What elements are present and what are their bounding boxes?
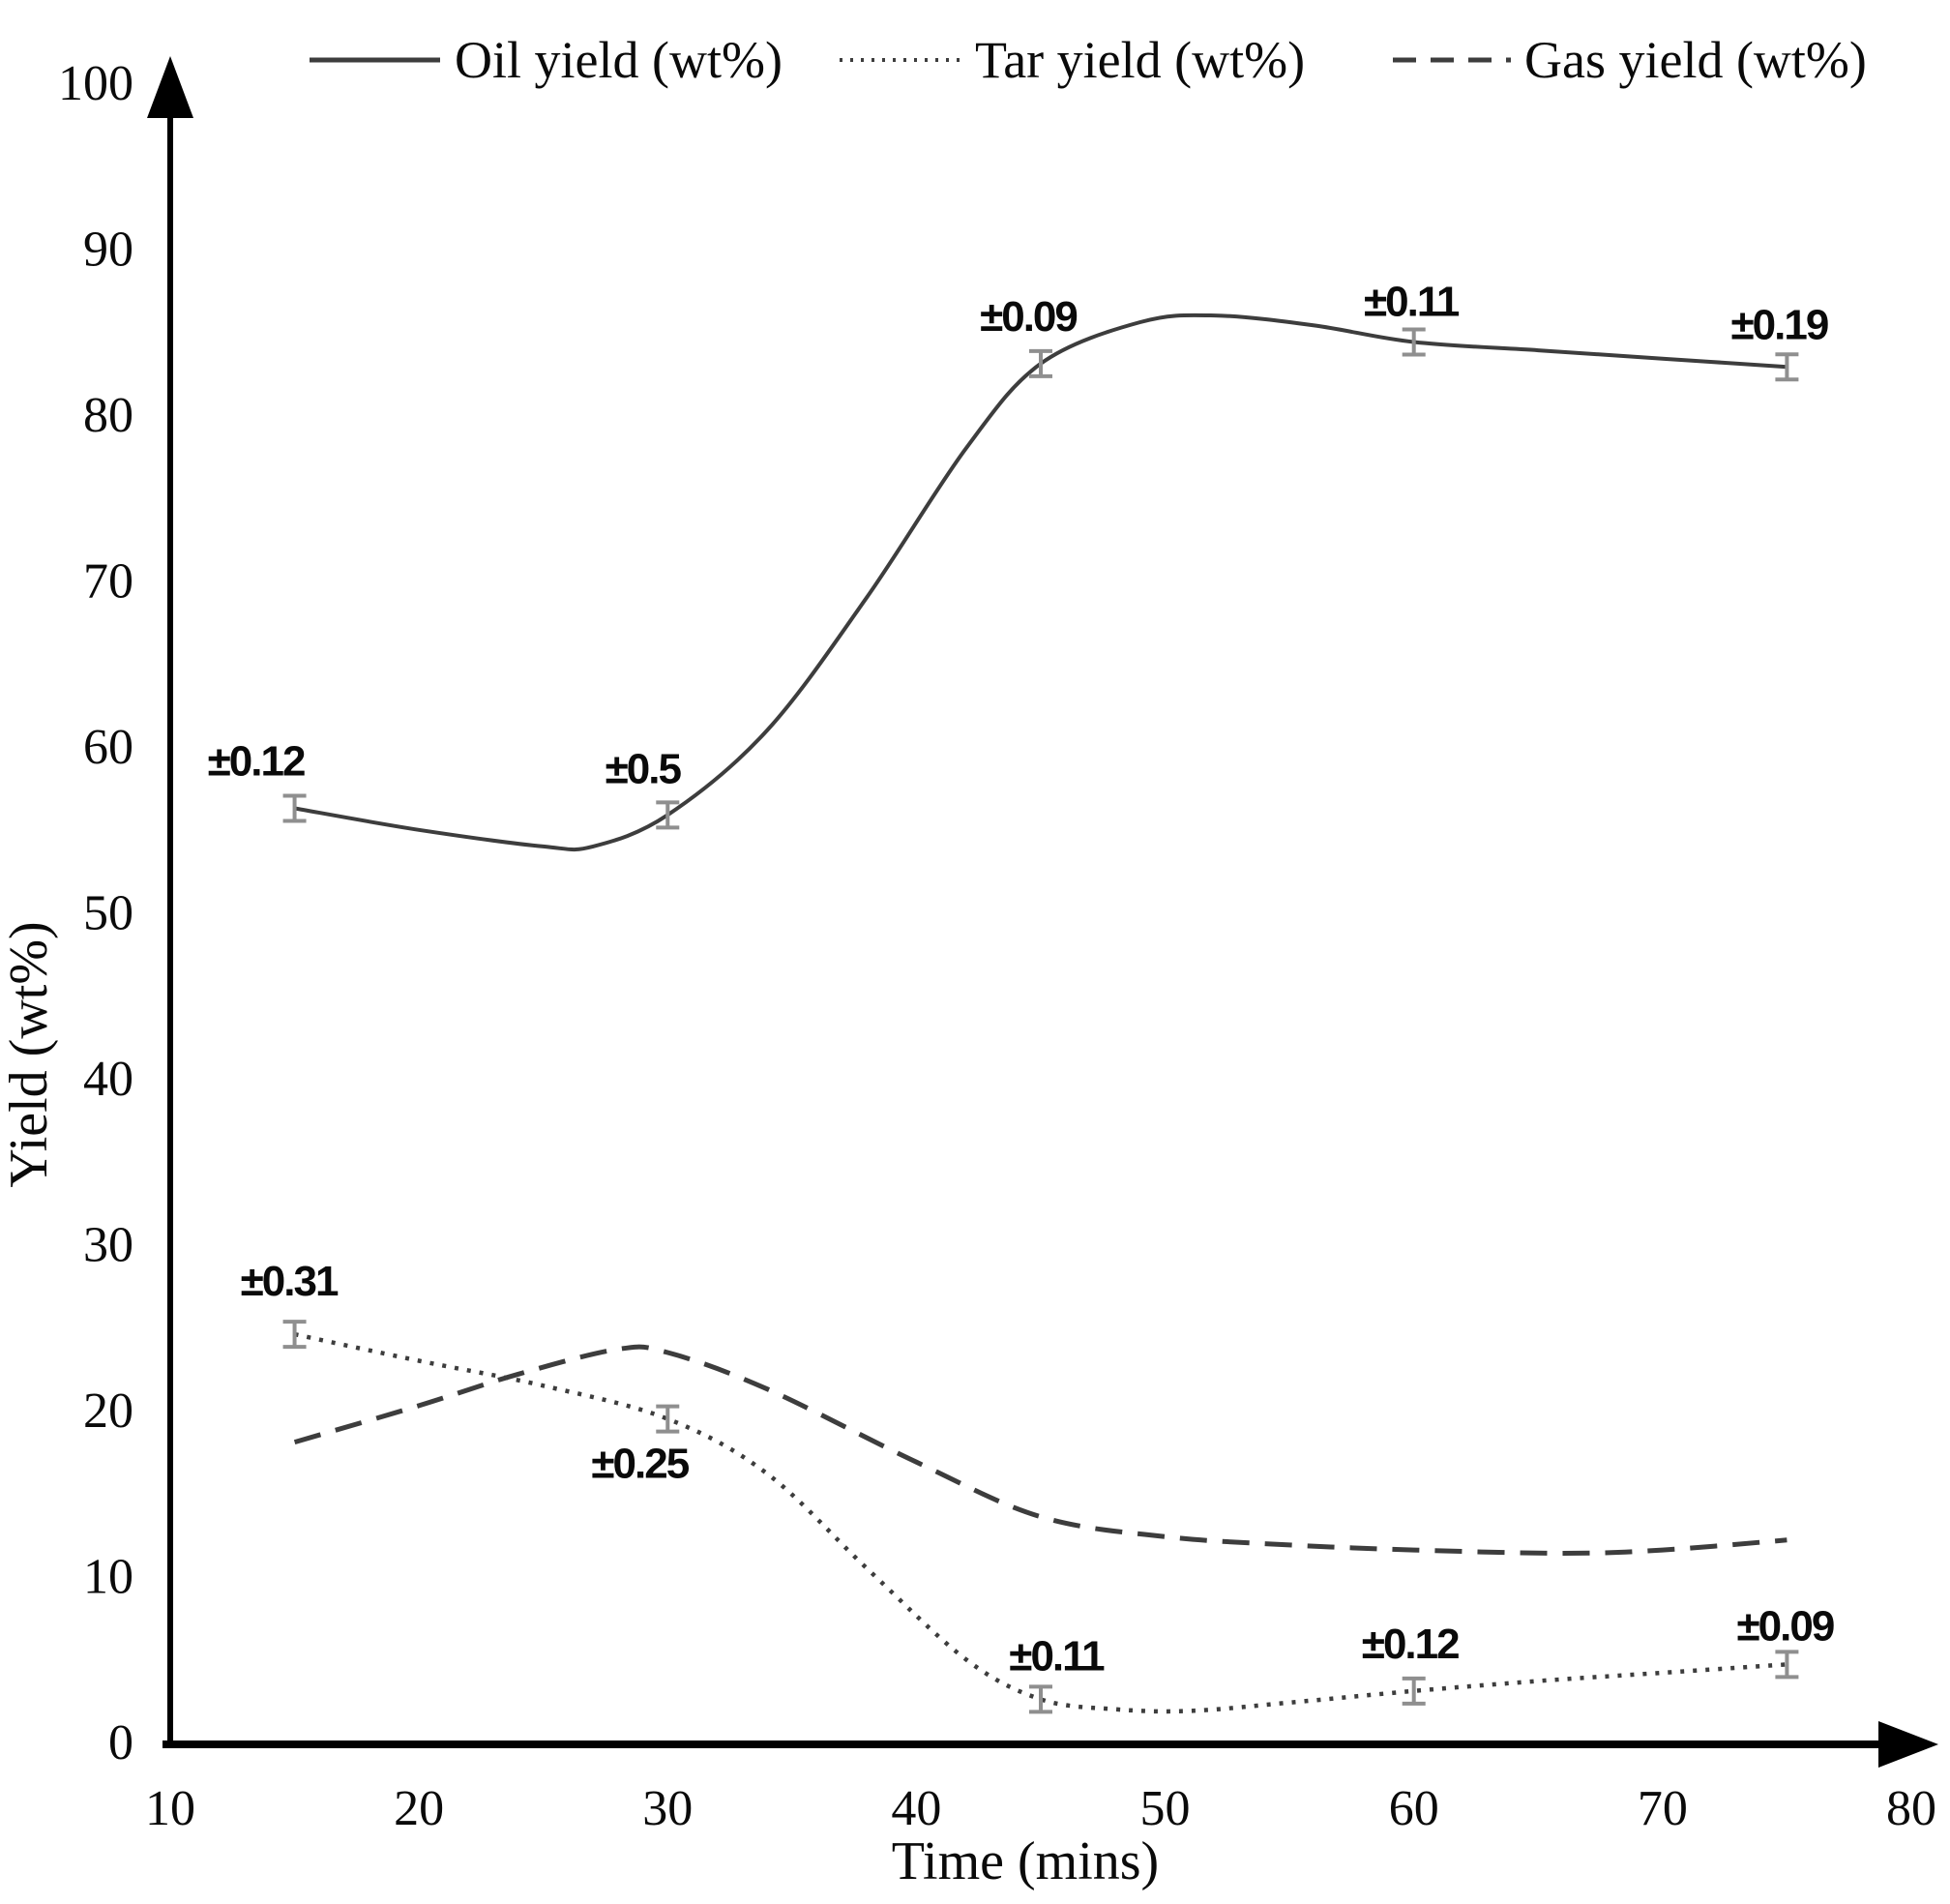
x-tick-label: 50 [1140,1781,1191,1836]
error-value-label: ±0.12 [1362,1621,1459,1668]
error-value-label: ±0.25 [591,1441,689,1488]
error-value-label: ±0.11 [1364,279,1460,326]
error-value-label: ±0.19 [1731,301,1828,348]
error-value-label: ±0.31 [241,1258,339,1305]
error-bar [1402,1676,1426,1706]
x-axis-title: Time (mins) [892,1831,1159,1891]
x-tick-label: 40 [891,1781,941,1836]
y-tick-label: 0 [108,1715,133,1770]
y-tick-label: 20 [83,1383,133,1439]
y-tick-label: 100 [58,56,133,111]
x-tick-label: 60 [1389,1781,1439,1836]
x-tick-label: 10 [145,1781,195,1836]
x-tick-label: 20 [394,1781,444,1836]
y-axis-title: Yield (wt%) [0,921,59,1187]
y-axis-arrow [147,56,193,118]
y-tick-label: 40 [83,1052,133,1107]
x-tick-label: 80 [1886,1781,1936,1836]
error-bar [1402,327,1426,357]
y-tick-label: 90 [83,223,133,278]
legend-label-2: Gas yield (wt%) [1524,31,1867,89]
y-tick-label: 70 [83,554,133,610]
error-value-label: ±0.09 [980,293,1077,341]
error-value-label: ±0.5 [606,745,682,792]
error-bar [282,793,307,823]
series-line-0 [294,312,1788,852]
error-value-label: ±0.09 [1737,1602,1834,1650]
legend-label-0: Oil yield (wt%) [455,31,783,89]
y-tick-label: 10 [83,1550,133,1605]
error-bar [282,1320,307,1350]
legend-label-1: Tar yield (wt%) [975,31,1305,89]
error-bar [656,800,680,830]
series-line-2 [293,1344,1788,1557]
error-bar [1028,1684,1052,1714]
error-bar [1775,352,1799,382]
error-bar [1775,1650,1799,1680]
error-value-label: ±0.12 [208,737,305,785]
x-tick-label: 70 [1638,1781,1688,1836]
series-line-1 [294,1331,1788,1714]
y-tick-label: 50 [83,886,133,941]
error-bar [1028,348,1052,378]
y-tick-label: 60 [83,720,133,775]
x-tick-label: 30 [642,1781,693,1836]
y-tick-label: 30 [83,1218,133,1273]
y-tick-label: 80 [83,388,133,443]
error-bar [656,1404,680,1434]
x-axis-arrow [1878,1721,1938,1768]
error-value-label: ±0.11 [1009,1632,1105,1680]
